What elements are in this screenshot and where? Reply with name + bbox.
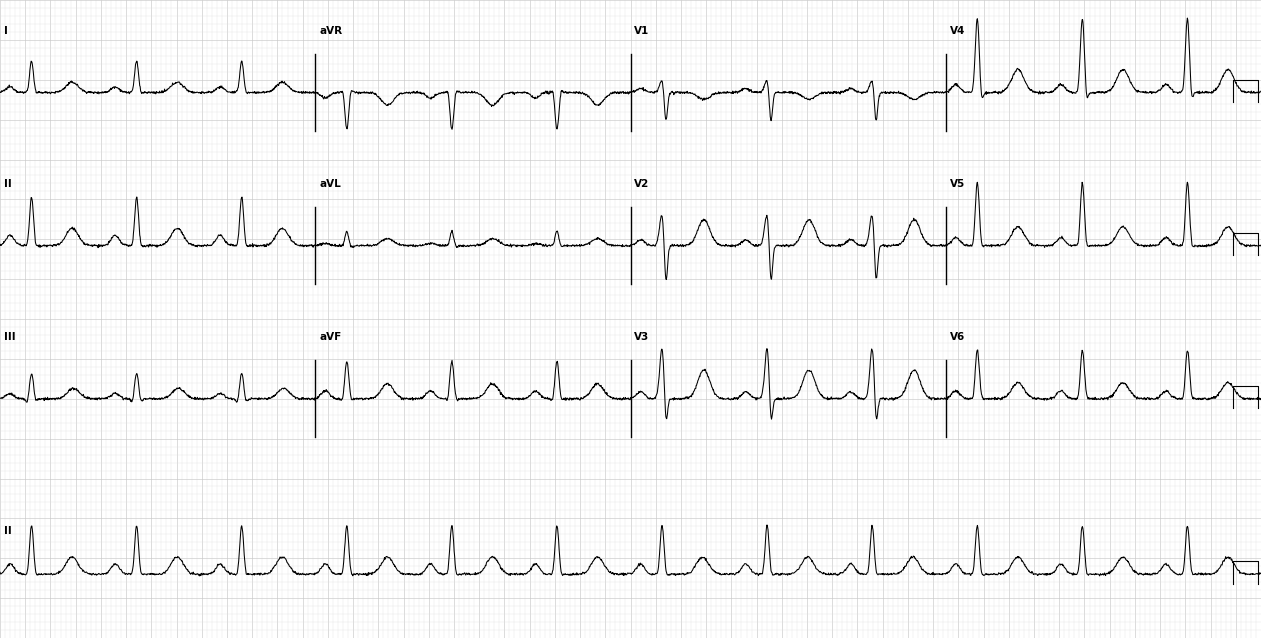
Text: V4: V4 (950, 26, 965, 36)
Text: V3: V3 (634, 332, 649, 342)
Text: V1: V1 (634, 26, 649, 36)
Text: aVF: aVF (319, 332, 342, 342)
Text: V5: V5 (950, 179, 965, 189)
Text: III: III (4, 332, 15, 342)
Text: aVR: aVR (319, 26, 342, 36)
Text: V2: V2 (634, 179, 649, 189)
Text: V6: V6 (950, 332, 965, 342)
Text: II: II (4, 179, 11, 189)
Text: aVL: aVL (319, 179, 340, 189)
Text: I: I (4, 26, 8, 36)
Text: II: II (4, 526, 11, 537)
